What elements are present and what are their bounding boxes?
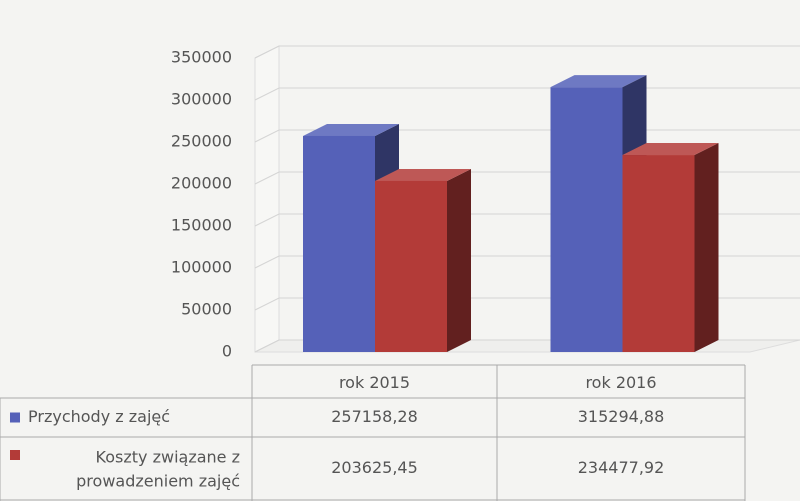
bar (303, 135, 375, 352)
y-tick-label: 300000 (171, 90, 232, 109)
bar-top (550, 75, 647, 88)
legend-label-line: Koszty związane z (96, 447, 240, 466)
bar-top (375, 168, 471, 181)
x-tick-label: rok 2015 (339, 373, 410, 392)
legend-swatch (10, 412, 20, 423)
legend-label: Koszty związane z prowadzeniem zajęć (76, 447, 240, 490)
bar-side (694, 143, 719, 352)
y-tick-label: 150000 (171, 216, 232, 235)
y-tick-label: 50000 (181, 300, 232, 319)
legend-label-line: prowadzeniem zajęć (76, 471, 240, 490)
y-tick-label: 200000 (171, 174, 232, 193)
bar (550, 87, 623, 353)
y-tick-label: 100000 (171, 258, 232, 277)
table-value: 315294,88 (578, 407, 665, 426)
bar-side (447, 168, 471, 352)
legend-label: Przychody z zajęć (28, 407, 170, 426)
back-wall (254, 45, 280, 353)
y-tick-label: 350000 (171, 48, 232, 67)
bar (375, 180, 447, 352)
x-tick-label: rok 2016 (585, 373, 656, 392)
grid-line (254, 45, 800, 59)
bar-top (303, 123, 399, 136)
bar-top (622, 143, 719, 156)
y-tick-label: 0 (222, 342, 232, 361)
table-value: 257158,28 (331, 407, 418, 426)
table-value: 234477,92 (578, 458, 665, 477)
legend-swatch (10, 450, 20, 460)
y-tick-label: 250000 (171, 132, 232, 151)
table-value: 203625,45 (331, 458, 418, 477)
bar (622, 155, 695, 352)
